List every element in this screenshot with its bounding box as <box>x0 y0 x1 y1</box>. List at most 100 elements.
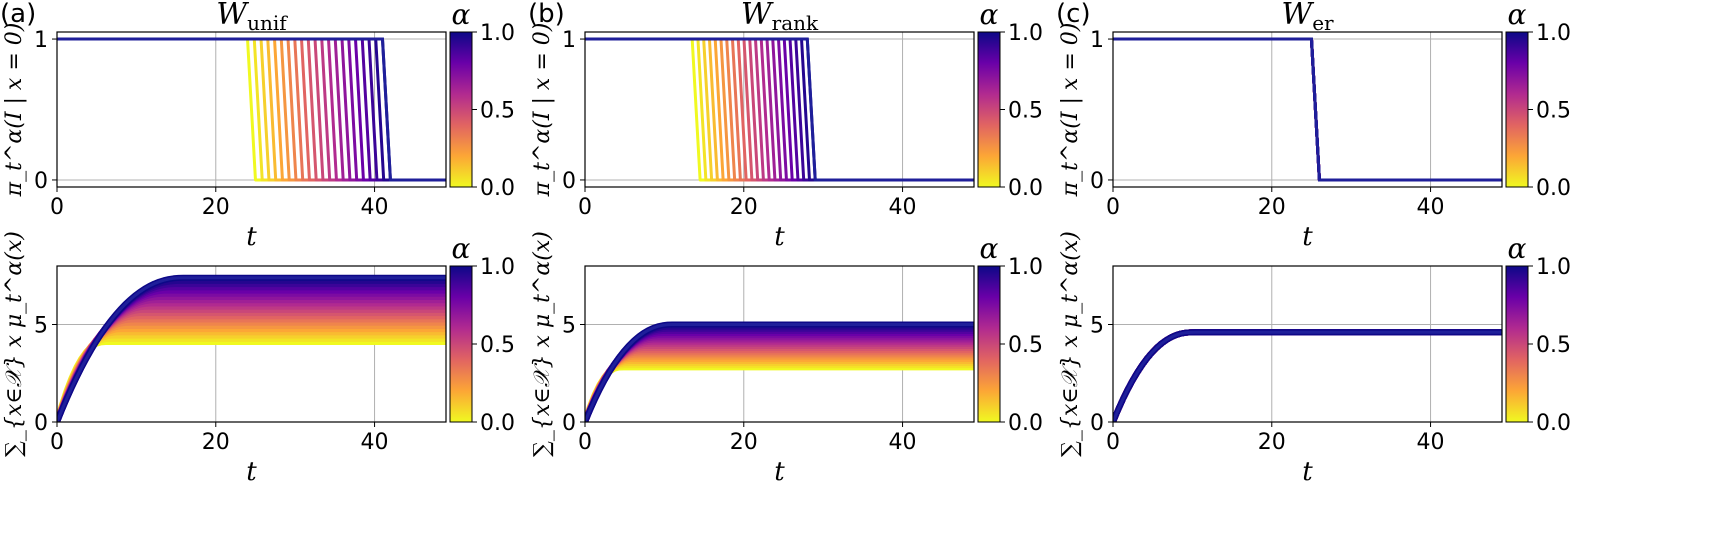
series-line <box>1113 37 1502 182</box>
x-tick-label: 20 <box>730 195 758 220</box>
series-line-alpha-1 <box>585 323 974 422</box>
panel-label: (a) <box>0 0 36 29</box>
colorbar-gradient <box>1505 265 1529 423</box>
series-group <box>57 37 446 182</box>
x-tick-label: 0 <box>1106 430 1120 455</box>
series-line <box>1113 37 1502 182</box>
colorbar: 0.0 0.5 1.0 α <box>449 0 515 201</box>
colorbar: 0.0 0.5 1.0 α <box>449 232 515 436</box>
x-tick-label: 0 <box>1106 195 1120 220</box>
plot-frame <box>56 31 447 188</box>
colorbar-label: α <box>452 0 471 31</box>
series-line <box>1113 329 1502 422</box>
colorbar-gradient <box>449 31 473 188</box>
colorbar-gradient <box>1505 31 1529 188</box>
plot-frame <box>584 31 975 188</box>
y-axis-label: ∑_{x∈𝒳} x μ_t^α(x) <box>2 231 27 457</box>
series-line <box>1113 37 1502 182</box>
colorbar: 0.0 0.5 1.0 α <box>977 0 1043 201</box>
x-tick-label: 40 <box>889 430 917 455</box>
y-tick-label: 1 <box>1090 28 1104 53</box>
x-axis-label: t <box>774 457 785 487</box>
colorbar-tick-label: 1.0 <box>480 21 515 46</box>
series-line <box>1113 329 1502 422</box>
series-line <box>1113 329 1502 422</box>
x-tick-label: 0 <box>50 430 64 455</box>
series-line <box>1113 37 1502 182</box>
series-group <box>585 37 974 182</box>
colorbar-tick-label: 1.0 <box>1008 255 1043 280</box>
x-tick-label: 0 <box>578 430 592 455</box>
colorbar-tick-label: 0.5 <box>1536 333 1571 358</box>
series-line <box>1113 37 1502 182</box>
y-tick-label: 1 <box>562 28 576 53</box>
series-line <box>1113 329 1502 422</box>
y-tick-label: 5 <box>562 314 576 339</box>
panel-title: Wer <box>1281 0 1334 35</box>
series-line-alpha-1 <box>57 276 446 422</box>
colorbar-label: α <box>452 232 471 265</box>
colorbar-label: α <box>980 232 999 265</box>
series-line <box>1113 329 1502 422</box>
y-axis-label: ∑_{x∈𝒳} x μ_t^α(x) <box>1058 231 1083 457</box>
colorbar-tick-label: 0.0 <box>480 411 515 436</box>
plot-frame <box>56 265 447 423</box>
series-line <box>1113 329 1502 422</box>
colorbar-tick-label: 0.0 <box>1536 176 1571 201</box>
series-line <box>1113 329 1502 422</box>
plot-frame <box>1112 265 1503 423</box>
series-line <box>1113 329 1502 422</box>
series-line <box>1113 37 1502 182</box>
colorbar-label: α <box>1508 0 1527 31</box>
colorbar-tick-label: 0.0 <box>1008 411 1043 436</box>
series-line <box>1113 329 1502 422</box>
chart-panel-5: 0 20 40 0 5 t ∑_{x∈𝒳} x μ_t^α(x) 0.0 0.5 1.0 α <box>530 231 1043 487</box>
colorbar-tick-label: 0.0 <box>1008 176 1043 201</box>
series-group <box>57 274 446 422</box>
series-line <box>1113 37 1502 182</box>
x-tick-label: 0 <box>50 195 64 220</box>
x-tick-label: 40 <box>361 430 389 455</box>
series-line <box>1113 37 1502 182</box>
series-line <box>1113 37 1502 182</box>
panel-label: (c) <box>1056 0 1091 29</box>
x-tick-label: 40 <box>361 195 389 220</box>
series-line <box>1113 37 1502 182</box>
plot-frame <box>1112 31 1503 188</box>
series-line <box>1113 37 1502 182</box>
y-tick-label: 0 <box>1090 411 1104 436</box>
x-tick-label: 40 <box>1417 430 1445 455</box>
y-axis-label: ∑_{x∈𝒳} x μ_t^α(x) <box>530 231 555 457</box>
series-group <box>1113 37 1502 182</box>
colorbar-tick-label: 1.0 <box>480 255 515 280</box>
x-axis-label: t <box>246 222 257 252</box>
colorbar-tick-label: 0.5 <box>480 99 515 124</box>
series-line <box>1113 37 1502 182</box>
y-tick-label: 5 <box>34 314 48 339</box>
series-line <box>1113 37 1502 182</box>
series-line <box>1113 329 1502 422</box>
colorbar: 0.0 0.5 1.0 α <box>977 232 1043 436</box>
series-line <box>1113 329 1502 422</box>
x-axis-label: t <box>774 222 785 252</box>
colorbar-tick-label: 1.0 <box>1536 255 1571 280</box>
series-line <box>1113 37 1502 182</box>
y-tick-label: 0 <box>34 169 48 194</box>
series-line <box>585 364 974 422</box>
series-line <box>1113 329 1502 422</box>
colorbar-tick-label: 0.5 <box>1008 333 1043 358</box>
y-axis-label: π_t^α(I | x = 0) <box>2 23 27 198</box>
series-line <box>1113 329 1502 422</box>
y-tick-label: 1 <box>34 28 48 53</box>
colorbar-tick-label: 0.0 <box>480 176 515 201</box>
series-line <box>1113 329 1502 422</box>
series-line <box>1113 37 1502 182</box>
series-line <box>585 362 974 422</box>
series-line-alpha-1 <box>57 37 446 182</box>
colorbar-gradient <box>449 265 473 423</box>
series-line <box>57 329 446 422</box>
series-line <box>1113 329 1502 422</box>
colorbar-gradient <box>977 31 1001 188</box>
series-line-alpha-1 <box>585 37 974 182</box>
